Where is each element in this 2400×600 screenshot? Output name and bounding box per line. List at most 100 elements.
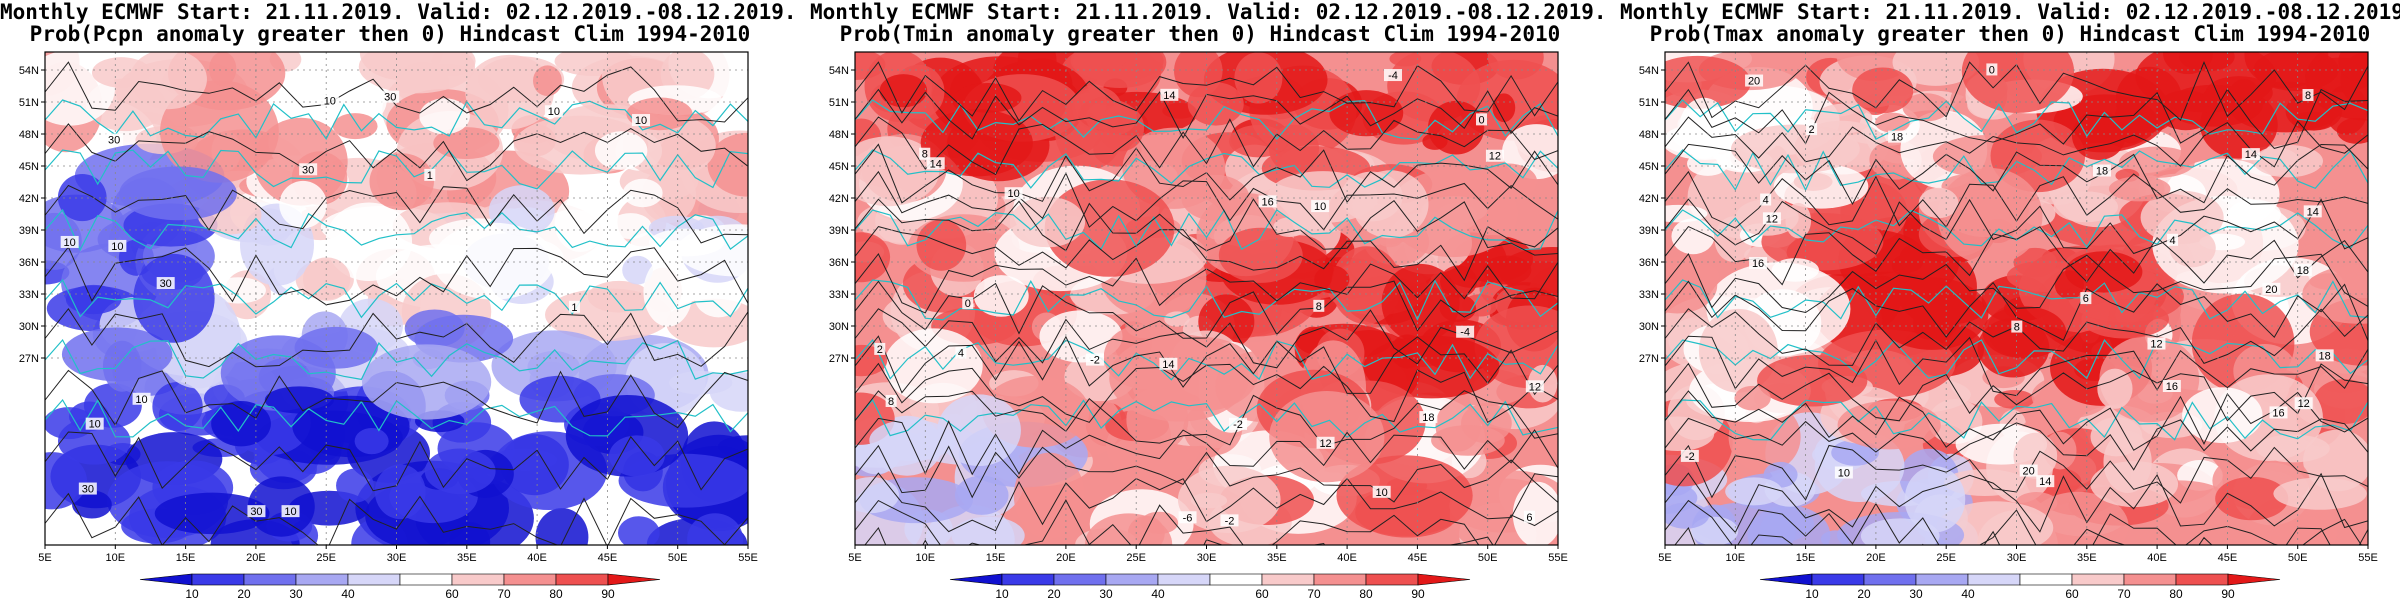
latitude-label: 51N (1639, 97, 1659, 109)
colorbar-tick-label: 70 (497, 587, 511, 600)
contour-label: 18 (2297, 265, 2309, 277)
contour-label: 0 (1478, 114, 1484, 126)
colorbar-segment (2019, 573, 2073, 586)
longitude-label: 30E (2007, 552, 2027, 564)
latitude-label: 27N (829, 353, 849, 365)
contour-label: 10 (635, 115, 647, 127)
longitude-label: 5E (1658, 552, 1671, 564)
contour-label: 10 (324, 95, 336, 107)
colorbar-segment (1001, 573, 1055, 586)
colorbar-tick-label: 70 (2117, 587, 2131, 600)
latitude-label: 39N (19, 225, 39, 237)
latitude-label: 42N (1639, 193, 1659, 205)
panel-title-line2: Prob(Pcpn anomaly greater then 0) Hindca… (29, 22, 751, 46)
map-frame: 2 -4 -2 0 0 10 12 8 14 16 18 14 12 -2 -6 10 8 6 4 -4 -2 12 14 1… (810, 0, 1590, 600)
latitude-label: 48N (829, 129, 849, 141)
latitude-label: 45N (829, 161, 849, 173)
latitude-label: 45N (1639, 161, 1659, 173)
colorbar-segment (295, 573, 349, 586)
contour-label: 12 (2150, 339, 2162, 351)
contour-label: 8 (2305, 90, 2311, 102)
colorbar-tick-label: 90 (2221, 587, 2235, 600)
longitude-label: 40E (2147, 552, 2167, 564)
longitude-label: 10E (106, 552, 126, 564)
probability-map: -246802412141618201816141012820181618201… (1639, 51, 2378, 600)
colorbar-segment (555, 573, 609, 586)
colorbar-segment (2227, 573, 2281, 586)
contour-label: 6 (1526, 512, 1532, 524)
colorbar-segment (1863, 573, 1917, 586)
contour-label: 16 (1752, 258, 1764, 270)
latitude-label: 30N (19, 321, 39, 333)
latitude-label: 36N (1639, 257, 1659, 269)
contour-label: 14 (1163, 90, 1175, 102)
contour-label: 10 (548, 106, 560, 118)
longitude-label: 5E (848, 552, 861, 564)
contour-label: 10 (64, 237, 76, 249)
colorbar-segment (503, 573, 557, 586)
longitude-label: 50E (1478, 552, 1498, 564)
colorbar-segment (139, 573, 193, 586)
contour-label: 16 (1261, 196, 1273, 208)
latitude-label: 39N (829, 225, 849, 237)
map-frame: -2 4 6 8 0 2 4 12 14 16 18 20 18 16 14 10 12 8 20 18 16 18 20 1… (1620, 0, 2400, 600)
contour-label: -2 (1225, 515, 1235, 527)
colorbar-segment (1053, 573, 1107, 586)
longitude-label: 45E (598, 552, 618, 564)
colorbar-segment (1759, 573, 1813, 586)
contour-label: 10 (1838, 468, 1850, 480)
latitude-label: 54N (19, 65, 39, 77)
contour-label: 20 (2023, 466, 2035, 478)
longitude-label: 45E (1408, 552, 1428, 564)
latitude-label: 51N (19, 97, 39, 109)
contour-label: 20 (1748, 76, 1760, 88)
longitude-label: 40E (1337, 552, 1357, 564)
contour-label: 1 (571, 302, 577, 314)
contour-label: 10 (1376, 487, 1388, 499)
colorbar-tick-label: 90 (601, 587, 615, 600)
colorbar-segment (1209, 573, 1263, 586)
colorbar-tick-label: 60 (2065, 587, 2079, 600)
contour-label: 30 (250, 506, 262, 518)
contour-label: 16 (2166, 381, 2178, 393)
contour-label: 12 (2298, 398, 2310, 410)
colorbar-tick-label: 60 (445, 587, 459, 600)
latitude-label: 36N (19, 257, 39, 269)
colorbar-segment (2175, 573, 2229, 586)
grid-lines (855, 52, 1558, 545)
colorbar-tick-label: 10 (1805, 587, 1819, 600)
contour-label: -4 (1388, 70, 1398, 82)
probability-map: 2-4-200101281416181412-2-610864-4-212141… (829, 51, 1568, 600)
latitude-label: 36N (829, 257, 849, 269)
longitude-label: 10E (916, 552, 936, 564)
grid-lines (45, 52, 748, 545)
latitude-label: 27N (19, 353, 39, 365)
contour-label: 14 (2245, 149, 2257, 161)
contour-label: 4 (2169, 235, 2175, 247)
longitude-label: 25E (316, 552, 336, 564)
contour-label: 8 (1316, 301, 1322, 313)
contour-label: 30 (160, 278, 172, 290)
colorbar-tick-label: 30 (1099, 587, 1113, 600)
colorbar-segment (1261, 573, 1315, 586)
colorbar-segment (1105, 573, 1159, 586)
contour-label: 8 (922, 149, 928, 161)
longitude-label: 55E (738, 552, 758, 564)
contour-label: 10 (1314, 201, 1326, 213)
latitude-label: 54N (1639, 65, 1659, 77)
longitude-label: 5E (38, 552, 51, 564)
probability-field (1665, 52, 2368, 545)
contour-label: 1 (427, 170, 433, 182)
colorbar-tick-label: 40 (1151, 587, 1165, 600)
latitude-label: 45N (19, 161, 39, 173)
longitude-label: 40E (527, 552, 547, 564)
contour-label: 30 (108, 135, 120, 147)
colorbar-segment (243, 573, 297, 586)
colorbar-segment (2123, 573, 2177, 586)
contour-label: 14 (930, 158, 942, 170)
colorbar-segment (949, 573, 1003, 586)
colorbar: 10 20 30 40 60 70 80 90 (949, 573, 1471, 600)
coastlines (45, 99, 748, 438)
contour-label: 8 (2014, 322, 2020, 334)
longitude-label: 35E (1267, 552, 1287, 564)
